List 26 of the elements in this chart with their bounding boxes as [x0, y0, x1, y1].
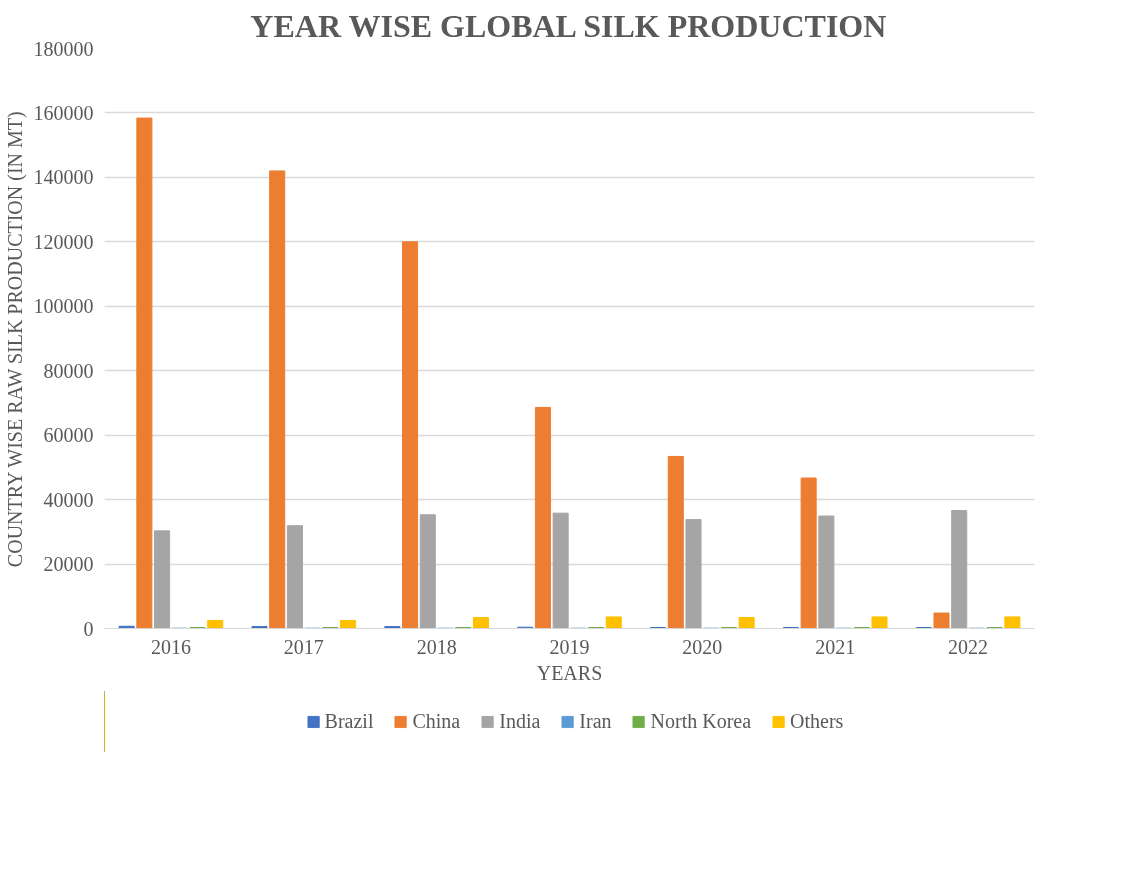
x-tick-label: 2019: [549, 635, 590, 658]
y-tick-label: 180000: [33, 37, 94, 60]
y-tick-label: 120000: [33, 230, 94, 253]
y-tick-label: 0: [83, 617, 94, 640]
y-tick-label: 40000: [43, 488, 94, 511]
y-tick-label: 140000: [33, 166, 94, 189]
y-tick-label: 20000: [43, 553, 94, 576]
y-tick-label: 80000: [43, 359, 94, 382]
y-axis-title: COUNTRY WISE RAW SILK PRODUCTION (IN MT): [3, 111, 27, 568]
chart-title: YEAR WISE GLOBAL SILK PRODUCTION: [250, 7, 887, 44]
y-tick-label: 60000: [43, 424, 94, 447]
x-tick-label: 2021: [815, 635, 856, 658]
y-tick-label: 160000: [33, 101, 94, 124]
x-tick-label: 2017: [283, 635, 324, 658]
x-tick-label: 2016: [150, 635, 191, 658]
x-tick-label: 2018: [416, 635, 457, 658]
x-axis-title: YEARS: [536, 661, 603, 684]
legend-label: Iran: [579, 709, 612, 733]
x-tick-label: 2020: [682, 635, 723, 658]
y-tick-label: 100000: [33, 295, 94, 318]
legend-label: China: [412, 709, 461, 733]
legend-label: North Korea: [650, 709, 752, 733]
x-tick-label: 2022: [948, 635, 989, 658]
legend-label: India: [499, 709, 541, 733]
legend-label: Others: [790, 709, 844, 733]
legend-label: Brazil: [324, 709, 374, 733]
